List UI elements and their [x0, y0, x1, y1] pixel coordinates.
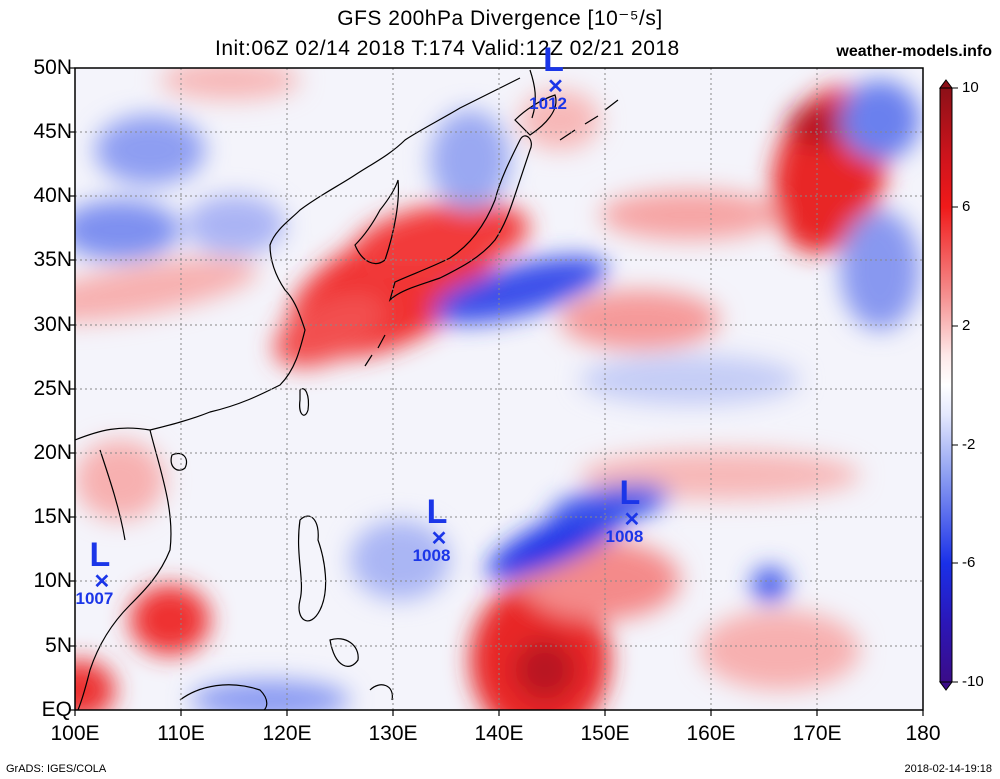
low-center-icon: ✕ — [93, 570, 111, 593]
divergence-field — [75, 68, 923, 710]
low-symbol: L — [426, 493, 448, 532]
low-symbol: L — [89, 535, 111, 574]
low-pressure-value: 1012 — [529, 94, 567, 114]
colorbar — [939, 79, 958, 691]
lat-label-45n: 45N — [33, 120, 72, 143]
coastlines — [75, 69, 619, 710]
lat-label-25n: 25N — [33, 377, 72, 400]
colorbar-label-neg6: -6 — [962, 554, 976, 571]
colorbar-label-6: 6 — [962, 198, 971, 215]
footer-timestamp: 2018-02-14-19:18 — [904, 763, 992, 775]
low-center-icon: ✕ — [623, 508, 641, 531]
lon-label-120e: 120E — [262, 722, 312, 745]
lon-label-160e: 160E — [686, 722, 736, 745]
lat-label-50n: 50N — [33, 56, 72, 79]
lon-label-180: 180 — [905, 722, 941, 745]
site-credit: weather-models.info — [836, 43, 992, 60]
map-subtitle: Init:06Z 02/14 2018 T:174 Valid:12Z 02/2… — [215, 37, 680, 60]
colorbar-label-neg10: -10 — [962, 673, 984, 690]
low-center-icon: ✕ — [430, 528, 448, 551]
lon-label-110e: 110E — [157, 722, 205, 745]
map-title: GFS 200hPa Divergence [10⁻⁵/s] — [337, 7, 663, 30]
low-pressure-value: 1008 — [412, 546, 451, 566]
lon-label-140e: 140E — [474, 722, 524, 745]
low-symbol: L — [543, 41, 564, 80]
lat-label-15n: 15N — [33, 505, 72, 528]
lon-label-150e: 150E — [580, 722, 630, 745]
axis-ticks — [69, 67, 924, 716]
lon-label-100e: 100E — [50, 722, 100, 745]
lat-label-30n: 30N — [33, 313, 72, 336]
colorbar-label-neg2: -2 — [962, 436, 976, 453]
lon-label-170e: 170E — [792, 722, 842, 745]
lat-label-40n: 40N — [33, 184, 72, 207]
footer-software: GrADS: IGES/COLA — [6, 763, 107, 775]
gridlines — [75, 68, 923, 710]
low-center-icon: ✕ — [547, 76, 564, 99]
lat-label-20n: 20N — [33, 441, 72, 464]
colorbar-label-2: 2 — [962, 317, 971, 334]
colorbar-label-10: 10 — [962, 79, 979, 96]
low-pressure-value: 1008 — [605, 526, 644, 546]
lat-label-5n: 5N — [45, 634, 72, 657]
lat-label-eq: EQ — [41, 698, 72, 721]
low-symbol: L — [619, 473, 641, 512]
lat-label-35n: 35N — [33, 248, 72, 271]
lon-label-130e: 130E — [368, 722, 418, 745]
lat-label-10n: 10N — [33, 569, 72, 592]
low-pressure-value: 1007 — [75, 588, 114, 608]
